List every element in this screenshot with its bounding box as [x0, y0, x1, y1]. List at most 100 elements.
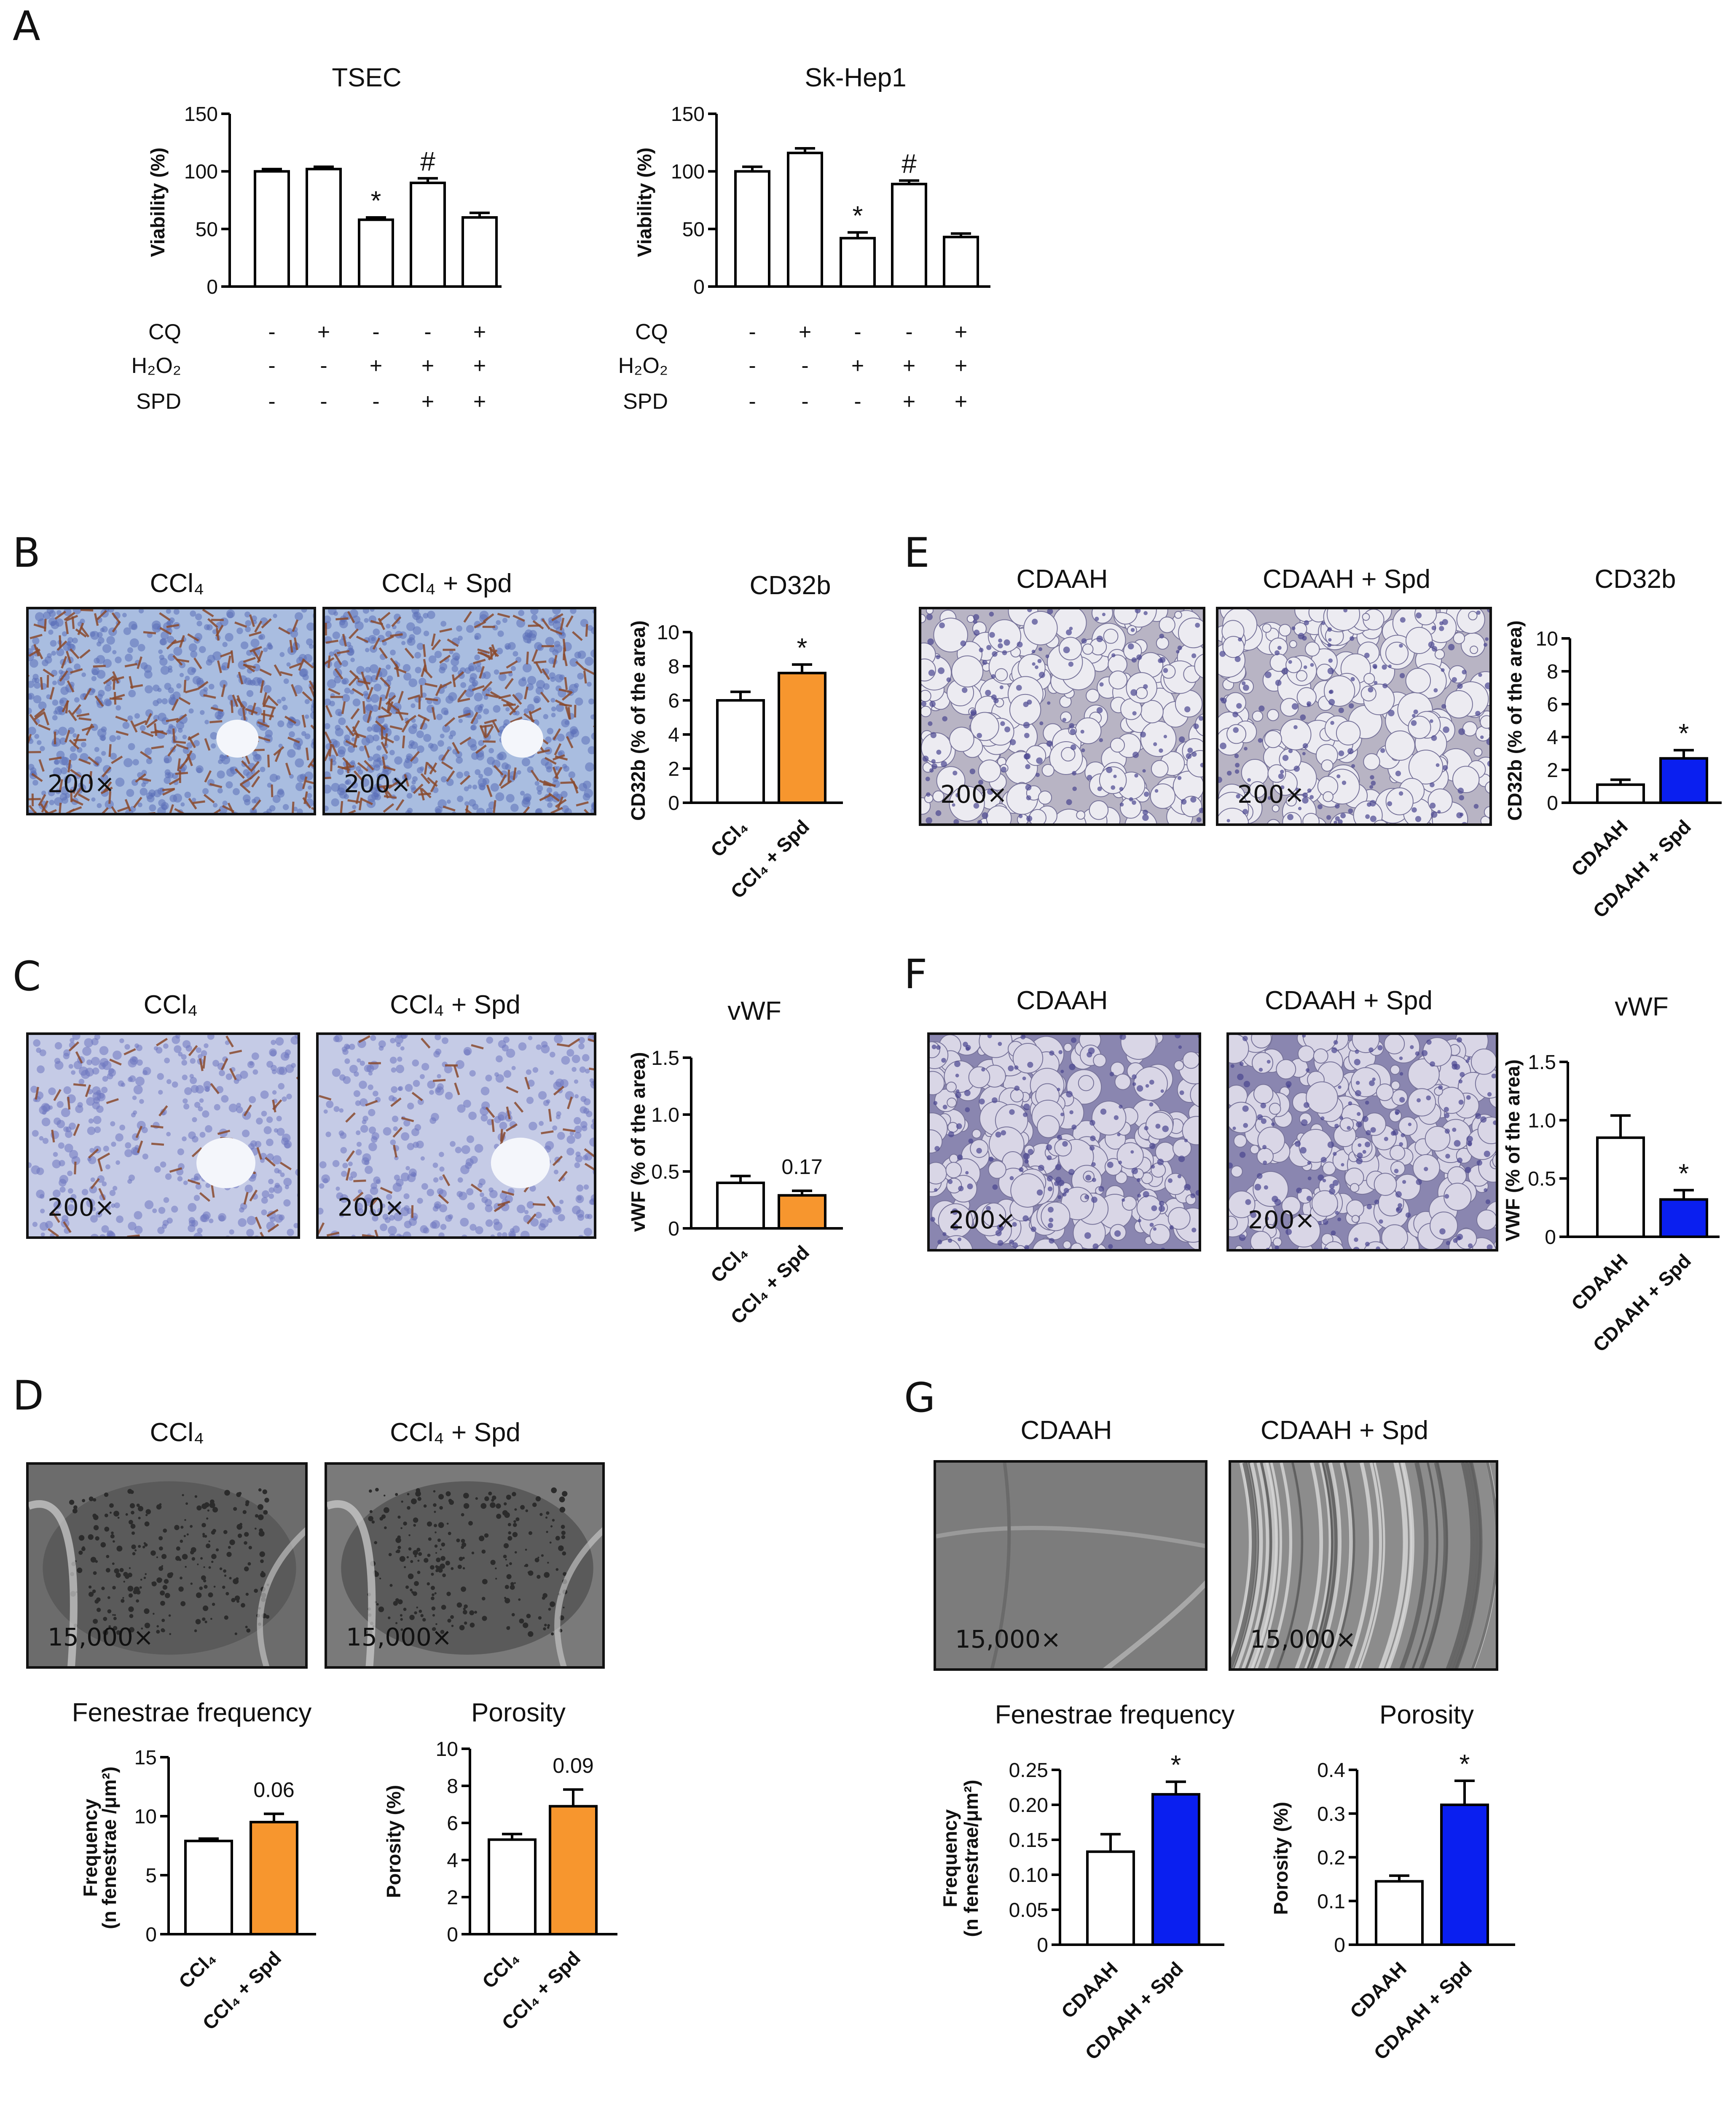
y-axis-label: Porosity (%) — [383, 1785, 405, 1898]
x-tick-label: CDAAH — [1567, 1249, 1632, 1314]
y-tick-label: 10 — [134, 1806, 157, 1828]
treatment-sign: - — [372, 389, 379, 414]
micrograph-texture — [936, 1463, 1205, 1668]
treatment-sign: - — [268, 389, 275, 414]
y-tick-label: 10 — [436, 1738, 458, 1761]
y-axis-label: Frequency — [939, 1809, 961, 1907]
y-axis-label: CD32b (% of the area) — [1504, 620, 1526, 820]
treatment-row-label: CQ — [148, 320, 181, 344]
significance-label: * — [797, 633, 808, 663]
treatment-row-label: H₂O₂ — [618, 354, 668, 378]
micrograph-texture — [1218, 609, 1489, 823]
bar — [306, 168, 342, 288]
treatment-sign: - — [749, 320, 756, 344]
chart-title: Fenestrae frequency — [995, 1700, 1235, 1729]
panel-label-c: C — [13, 953, 41, 1000]
bar — [891, 182, 927, 288]
y-tick-label: 0.5 — [1528, 1168, 1556, 1190]
bar — [1151, 1793, 1200, 1946]
micrograph-f-cdaah-spd: 200× — [1226, 1032, 1498, 1252]
micrograph-g-cdaah-spd: 15,000× — [1229, 1460, 1498, 1671]
y-tick-label: 1.0 — [651, 1104, 679, 1126]
bar — [778, 1194, 826, 1230]
bar — [1659, 757, 1708, 804]
treatment-row-label: SPD — [623, 389, 668, 414]
label-c-ccl4: CCl₄ — [144, 990, 198, 1019]
y-tick-label: 0.2 — [1317, 1847, 1345, 1869]
x-tick-label: CCl₄ — [174, 1947, 220, 1992]
bar — [410, 182, 446, 288]
micrograph-texture — [930, 1035, 1199, 1249]
label-f-cdaah: CDAAH — [1016, 986, 1108, 1015]
treatment-table: CQ - + - - + H₂O₂ - - + + + SPD - - - + + CQ - + - - + H₂O₂ - - + + +… — [131, 320, 968, 414]
label-e-cdaah-spd: CDAAH + Spd — [1263, 565, 1430, 594]
treatment-sign: + — [903, 354, 915, 378]
y-axis-label-units: (n fenestrae /μm²) — [98, 1766, 120, 1929]
treatment-sign: - — [749, 389, 756, 414]
treatment-sign: + — [473, 389, 486, 414]
y-tick-label: 4 — [668, 724, 679, 746]
significance-label: * — [1171, 1750, 1181, 1780]
label-f-cdaah-spd: CDAAH + Spd — [1265, 986, 1433, 1015]
chart-title: Sk-Hep1 — [805, 63, 906, 92]
chart-title: vWF — [1615, 992, 1668, 1021]
panel-label-f: F — [904, 951, 927, 998]
treatment-sign: - — [268, 320, 275, 344]
bar — [358, 218, 394, 288]
y-tick-label: 0 — [1545, 1226, 1556, 1249]
y-tick-label: 50 — [196, 218, 218, 241]
y-tick-label: 8 — [668, 656, 679, 678]
treatment-row-label: CQ — [635, 320, 668, 344]
y-axis-label: Frequency — [79, 1798, 101, 1897]
label-g-cdaah: CDAAH — [1020, 1416, 1112, 1445]
significance-label: 0.17 — [781, 1155, 822, 1179]
y-axis-label: VWF (% of the area) — [1502, 1059, 1524, 1241]
x-tick-label: CCl₄ — [478, 1947, 523, 1992]
bar — [462, 216, 498, 288]
label-c-ccl4-spd: CCl₄ + Spd — [390, 990, 521, 1019]
y-tick-label: 1.5 — [651, 1047, 679, 1069]
treatment-sign: + — [955, 354, 967, 378]
treatment-sign: + — [851, 354, 864, 378]
y-tick-label: 100 — [184, 161, 218, 183]
y-tick-label: 50 — [682, 218, 705, 241]
treatment-sign: - — [854, 320, 861, 344]
y-tick-label: 0.4 — [1317, 1759, 1345, 1782]
y-axis-label: CD32b (% of the area) — [627, 620, 649, 820]
significance-label: * — [1460, 1749, 1470, 1779]
treatment-sign: + — [955, 320, 967, 344]
micrograph-texture — [29, 609, 314, 813]
panel-label-e: E — [904, 529, 930, 576]
y-tick-label: 0 — [145, 1924, 157, 1946]
significance-label: * — [1679, 1158, 1689, 1188]
y-tick-label: 6 — [668, 690, 679, 712]
y-axis-label: Viability (%) — [147, 147, 169, 257]
treatment-sign: - — [905, 320, 912, 344]
significance-label: # — [902, 149, 917, 179]
chart-title: TSEC — [332, 63, 401, 92]
treatment-sign: - — [372, 320, 379, 344]
y-axis-label: Porosity (%) — [1270, 1802, 1292, 1915]
micrograph-texture — [1229, 1035, 1496, 1249]
significance-label: 0.09 — [553, 1754, 593, 1777]
significance-label: * — [371, 185, 381, 216]
x-tick-label: CDAAH — [1567, 815, 1632, 880]
y-tick-label: 0 — [207, 276, 218, 298]
panel-label-a: A — [13, 3, 40, 50]
micrograph-texture — [319, 1035, 594, 1236]
magnification-label: 200× — [48, 1193, 115, 1222]
treatment-sign: - — [320, 354, 327, 378]
magnification-label: 200× — [940, 780, 1008, 809]
micrograph-texture — [29, 1035, 298, 1236]
y-tick-label: 0.15 — [1009, 1829, 1048, 1852]
label-b-ccl4: CCl₄ — [150, 569, 204, 598]
chart-title: Porosity — [471, 1698, 566, 1727]
y-tick-label: 5 — [145, 1865, 157, 1887]
bar — [184, 1839, 233, 1935]
y-tick-label: 6 — [447, 1812, 458, 1835]
label-g-cdaah-spd: CDAAH + Spd — [1261, 1416, 1428, 1445]
